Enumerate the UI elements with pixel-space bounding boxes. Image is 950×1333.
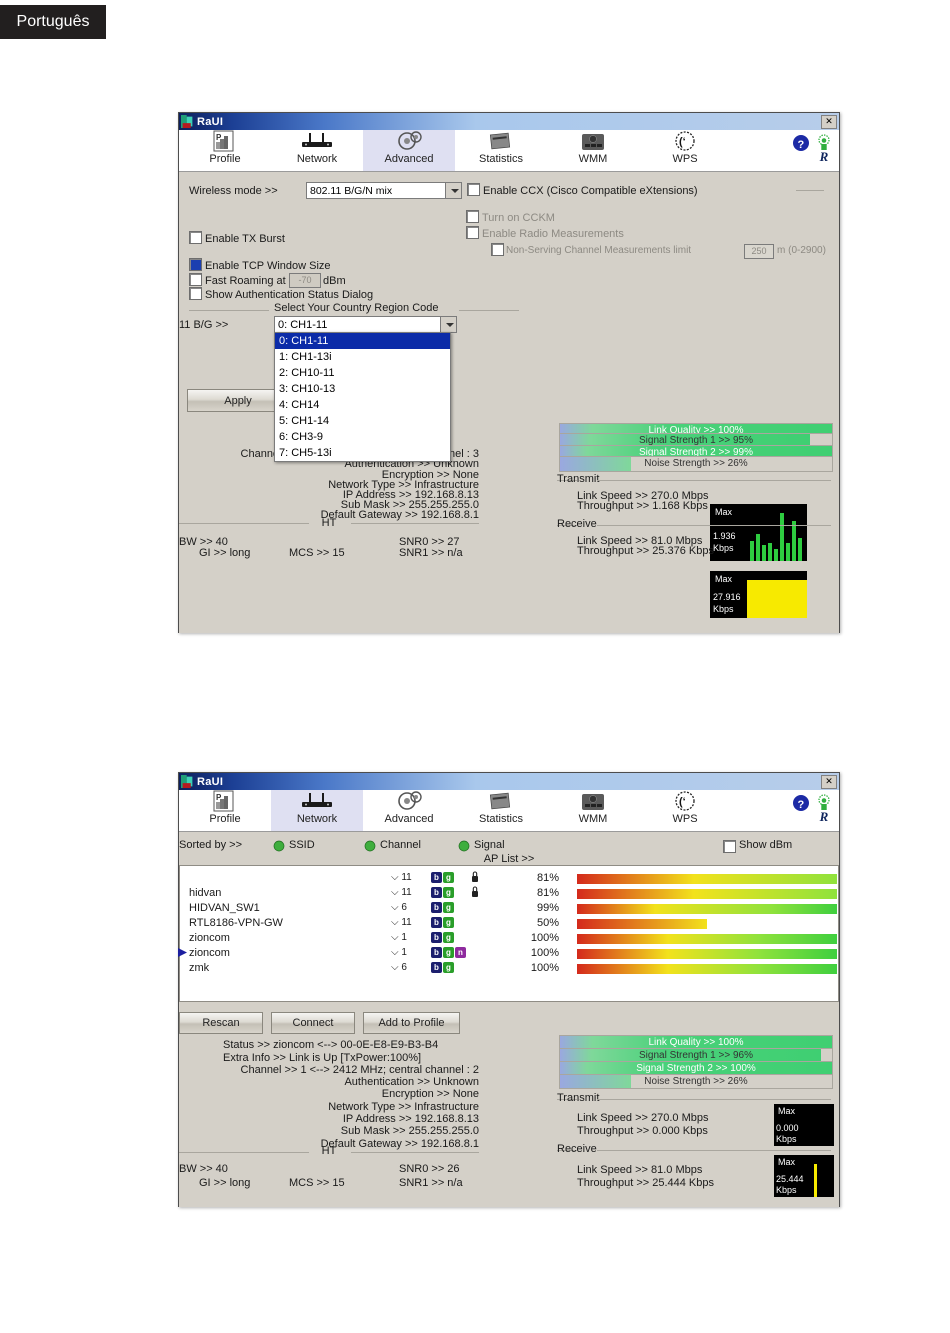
svg-text:(‘: (‘ <box>679 136 686 148</box>
svg-text:(‘: (‘ <box>679 796 686 808</box>
svg-text:?: ? <box>798 799 805 811</box>
svg-text:?: ? <box>798 139 805 151</box>
